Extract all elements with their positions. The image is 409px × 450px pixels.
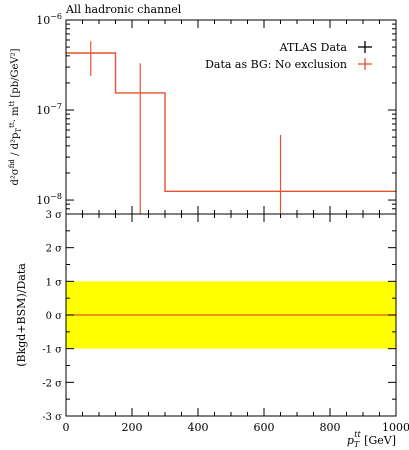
y-tick-label: 3 σ — [46, 210, 63, 221]
histogram-line — [66, 52, 396, 193]
x-tick-label: 600 — [254, 421, 275, 434]
x-tick-label: 1000 — [382, 421, 409, 434]
y-tick-label: 10−7 — [36, 102, 62, 117]
y-tick-label: 2 σ — [46, 244, 63, 255]
x-tick-label: 200 — [122, 421, 143, 434]
ratio-y-axis-label: (Bkgd+BSM)/Data — [15, 263, 28, 367]
x-tick-label: 400 — [188, 421, 209, 434]
y-tick-label: -1 σ — [42, 345, 62, 356]
x-axis-label: pTtt [GeV] — [347, 430, 396, 449]
y-tick-label: 10−6 — [36, 12, 62, 27]
legend-label: ATLAS Data — [279, 41, 348, 54]
x-tick-label: 800 — [320, 421, 341, 434]
y-tick-label: 0 σ — [46, 311, 63, 322]
x-tick-label: 0 — [63, 421, 70, 434]
legend-label: Data as BG: No exclusion — [205, 58, 347, 71]
y-tick-label: -2 σ — [42, 378, 62, 389]
y-axis-label: d²σfid / d²pTtt· mtt [pb/GeV²] — [8, 48, 23, 185]
y-tick-label: 10−8 — [36, 192, 62, 207]
y-tick-label: -3 σ — [42, 412, 62, 423]
y-tick-label: 1 σ — [46, 277, 63, 288]
bottom-panel-frame — [65, 213, 397, 417]
chart-title: All hadronic channel — [65, 3, 182, 16]
